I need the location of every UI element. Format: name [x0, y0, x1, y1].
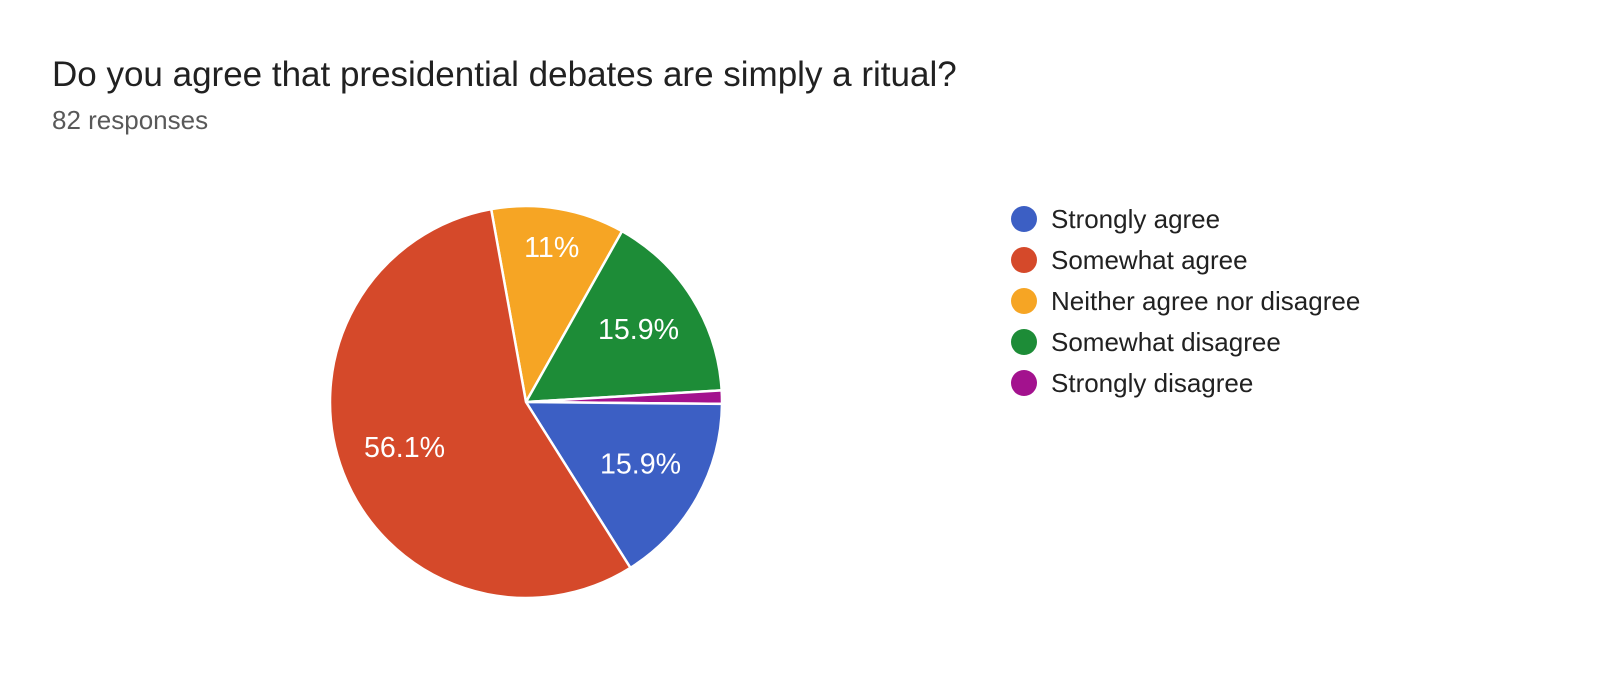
svg-text:11%: 11%	[524, 232, 579, 264]
svg-text:15.9%: 15.9%	[598, 314, 679, 346]
svg-text:56.1%: 56.1%	[364, 432, 445, 464]
svg-text:15.9%: 15.9%	[600, 448, 681, 480]
